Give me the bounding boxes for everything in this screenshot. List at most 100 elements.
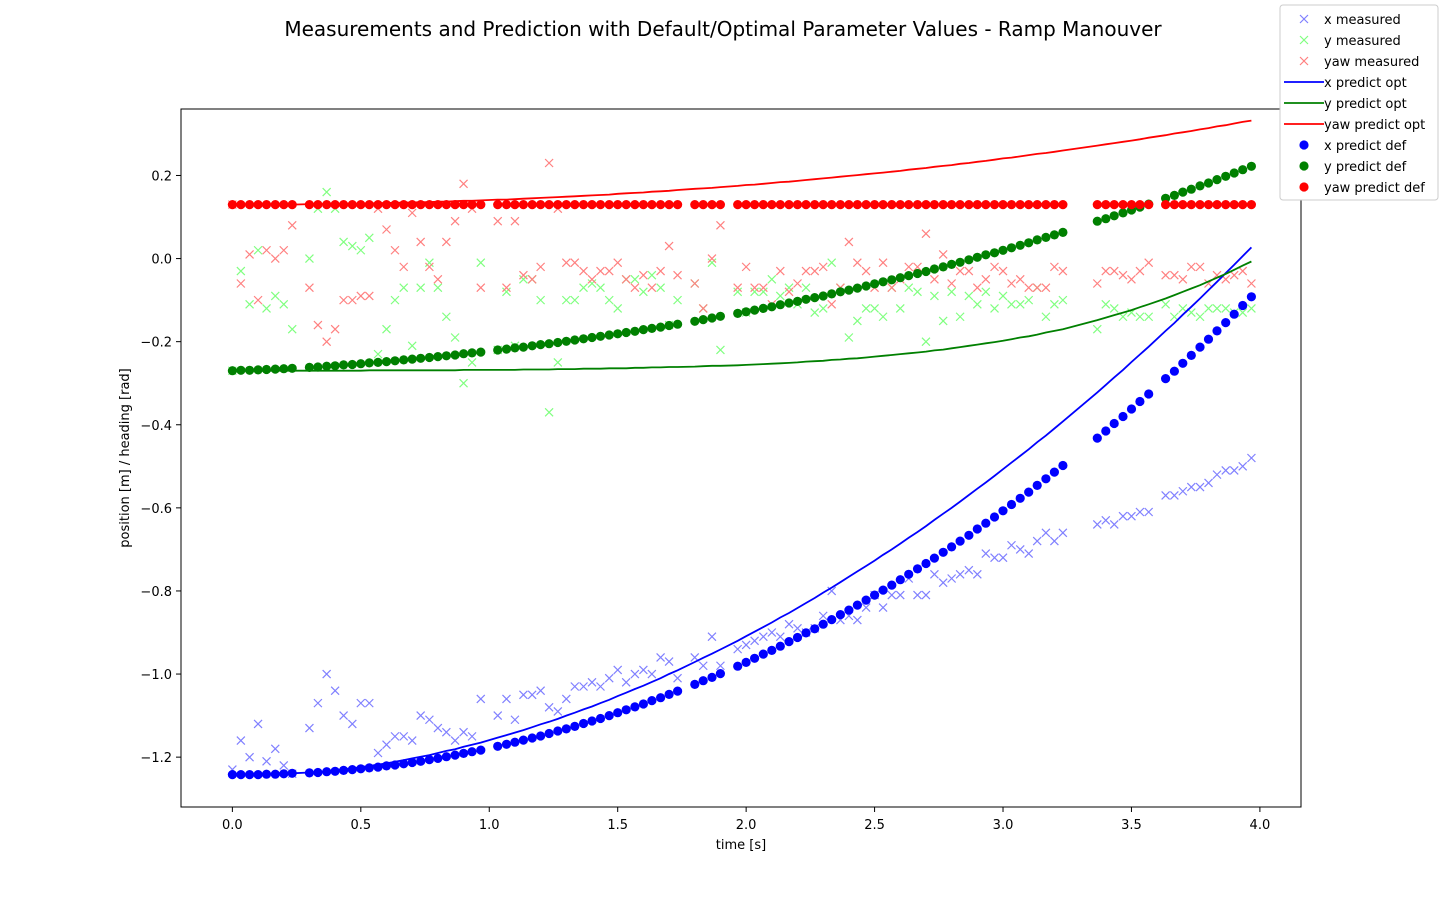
data-point-y-measured — [1221, 304, 1231, 313]
data-point-yaw-predict-def — [784, 200, 794, 210]
data-point-y-measured — [913, 287, 922, 297]
data-point-x-predict-def — [818, 619, 828, 629]
data-point-yaw-measured — [1127, 274, 1136, 284]
data-point-y-predict-def — [604, 330, 614, 340]
legend-marker — [1299, 56, 1309, 66]
data-point-x-measured — [502, 694, 511, 704]
data-point-y-predict-def — [1229, 168, 1239, 178]
data-point-x-measured — [1246, 453, 1256, 463]
data-point-y-predict-def — [1169, 190, 1179, 200]
data-point-yaw-predict-def — [1032, 200, 1042, 210]
data-point-x-predict-def — [501, 739, 512, 749]
data-point-x-predict-def — [356, 764, 366, 774]
series-yaw-predict-opt — [232, 119, 1252, 206]
data-point-x-predict-def — [630, 702, 640, 712]
data-point-yaw-predict-def — [356, 200, 366, 210]
data-point-y-predict-def — [322, 361, 332, 371]
data-point-yaw-measured — [818, 262, 828, 272]
data-point-x-measured — [270, 744, 280, 754]
data-point-yaw-measured — [784, 287, 794, 297]
data-point-yaw-measured — [1041, 283, 1051, 293]
data-point-x-predict-def — [1041, 474, 1051, 484]
data-point-y-measured — [716, 345, 725, 355]
x-axis: 0.0 0.5 1.0 1.5 2.0 2.5 3.0 3.5 4.0 — [222, 807, 1270, 833]
legend-item-yaw-measured: yaw measured — [1299, 55, 1419, 70]
legend-item-y-predict-def: y predict def — [1299, 160, 1407, 175]
x-tick-label: 0.5 — [350, 818, 371, 833]
data-point-yaw-predict-def — [536, 200, 546, 210]
data-point-x-measured — [921, 590, 931, 600]
data-point-y-predict-def — [784, 298, 794, 308]
data-point-y-predict-def — [656, 322, 666, 332]
data-point-yaw-measured — [921, 229, 931, 239]
data-point-yaw-measured — [972, 283, 982, 293]
data-point-x-predict-def — [1238, 300, 1248, 311]
data-point-yaw-measured — [887, 283, 897, 293]
data-point-x-measured — [441, 727, 451, 737]
data-point-y-predict-def — [356, 359, 366, 369]
data-point-y-predict-def — [664, 320, 674, 331]
data-point-x-predict-def — [801, 628, 811, 638]
data-point-y-predict-def — [878, 277, 888, 287]
data-point-yaw-predict-def — [912, 200, 923, 210]
data-point-yaw-measured — [698, 304, 708, 313]
data-point-yaw-measured — [1186, 262, 1196, 272]
data-point-x-measured — [990, 553, 999, 563]
data-point-yaw-measured — [459, 179, 468, 189]
data-point-x-measured — [382, 740, 391, 750]
data-point-x-predict-def — [441, 752, 451, 762]
data-point-x-measured — [716, 661, 725, 671]
data-point-x-measured — [253, 719, 263, 729]
data-point-x-predict-def — [827, 615, 837, 625]
data-point-y-measured — [536, 295, 546, 305]
data-point-x-measured — [1041, 528, 1051, 538]
data-point-yaw-predict-def — [518, 200, 529, 210]
legend-label: y predict def — [1324, 160, 1407, 175]
data-point-y-measured — [844, 333, 854, 342]
data-point-y-predict-def — [904, 271, 914, 281]
data-point-yaw-measured — [1169, 270, 1179, 280]
data-point-x-measured — [930, 569, 939, 579]
data-point-y-predict-def — [1006, 243, 1017, 253]
data-point-y-predict-def — [1109, 211, 1119, 221]
data-point-y-measured — [895, 304, 905, 313]
data-point-x-measured — [561, 694, 571, 704]
data-point-x-predict-def — [424, 755, 434, 765]
data-point-yaw-predict-def — [1246, 200, 1256, 210]
data-point-yaw-measured — [775, 266, 785, 276]
data-point-y-predict-def — [921, 266, 931, 277]
data-point-yaw-measured — [313, 320, 323, 330]
data-point-y-predict-def — [673, 319, 683, 329]
data-point-x-measured — [1032, 536, 1042, 546]
data-point-y-measured — [921, 337, 931, 347]
legend-label: x predict opt — [1324, 76, 1407, 91]
data-point-y-measured — [638, 287, 648, 297]
data-point-yaw-predict-def — [450, 200, 460, 210]
data-point-yaw-predict-def — [767, 200, 777, 210]
data-point-y-measured — [870, 304, 880, 313]
legend-item-yaw-predict-def: yaw predict def — [1299, 181, 1425, 196]
data-point-x-measured — [1058, 528, 1068, 538]
data-point-yaw-measured — [570, 258, 580, 268]
data-point-x-measured — [698, 661, 708, 671]
data-point-x-measured — [518, 690, 528, 700]
data-point-yaw-predict-def — [1109, 200, 1119, 210]
data-point-yaw-measured — [1144, 258, 1154, 268]
data-point-y-predict-def — [304, 362, 314, 372]
data-point-y-predict-def — [1015, 240, 1025, 250]
data-point-y-predict-def — [947, 259, 957, 269]
data-point-y-predict-def — [775, 300, 785, 310]
y-tick-label: −0.6 — [140, 502, 172, 517]
data-point-y-measured — [810, 308, 820, 318]
data-point-x-measured — [733, 644, 743, 654]
data-point-yaw-measured — [493, 216, 503, 226]
data-point-x-measured — [579, 682, 588, 691]
data-point-x-measured — [1186, 482, 1196, 492]
data-point-yaw-predict-def — [750, 200, 760, 210]
data-point-yaw-measured — [1032, 283, 1042, 293]
data-point-yaw-measured — [382, 225, 391, 234]
data-point-yaw-measured — [270, 254, 280, 263]
data-point-yaw-measured — [1092, 279, 1102, 288]
data-point-yaw-measured — [810, 266, 820, 276]
data-point-yaw-predict-def — [835, 200, 846, 210]
